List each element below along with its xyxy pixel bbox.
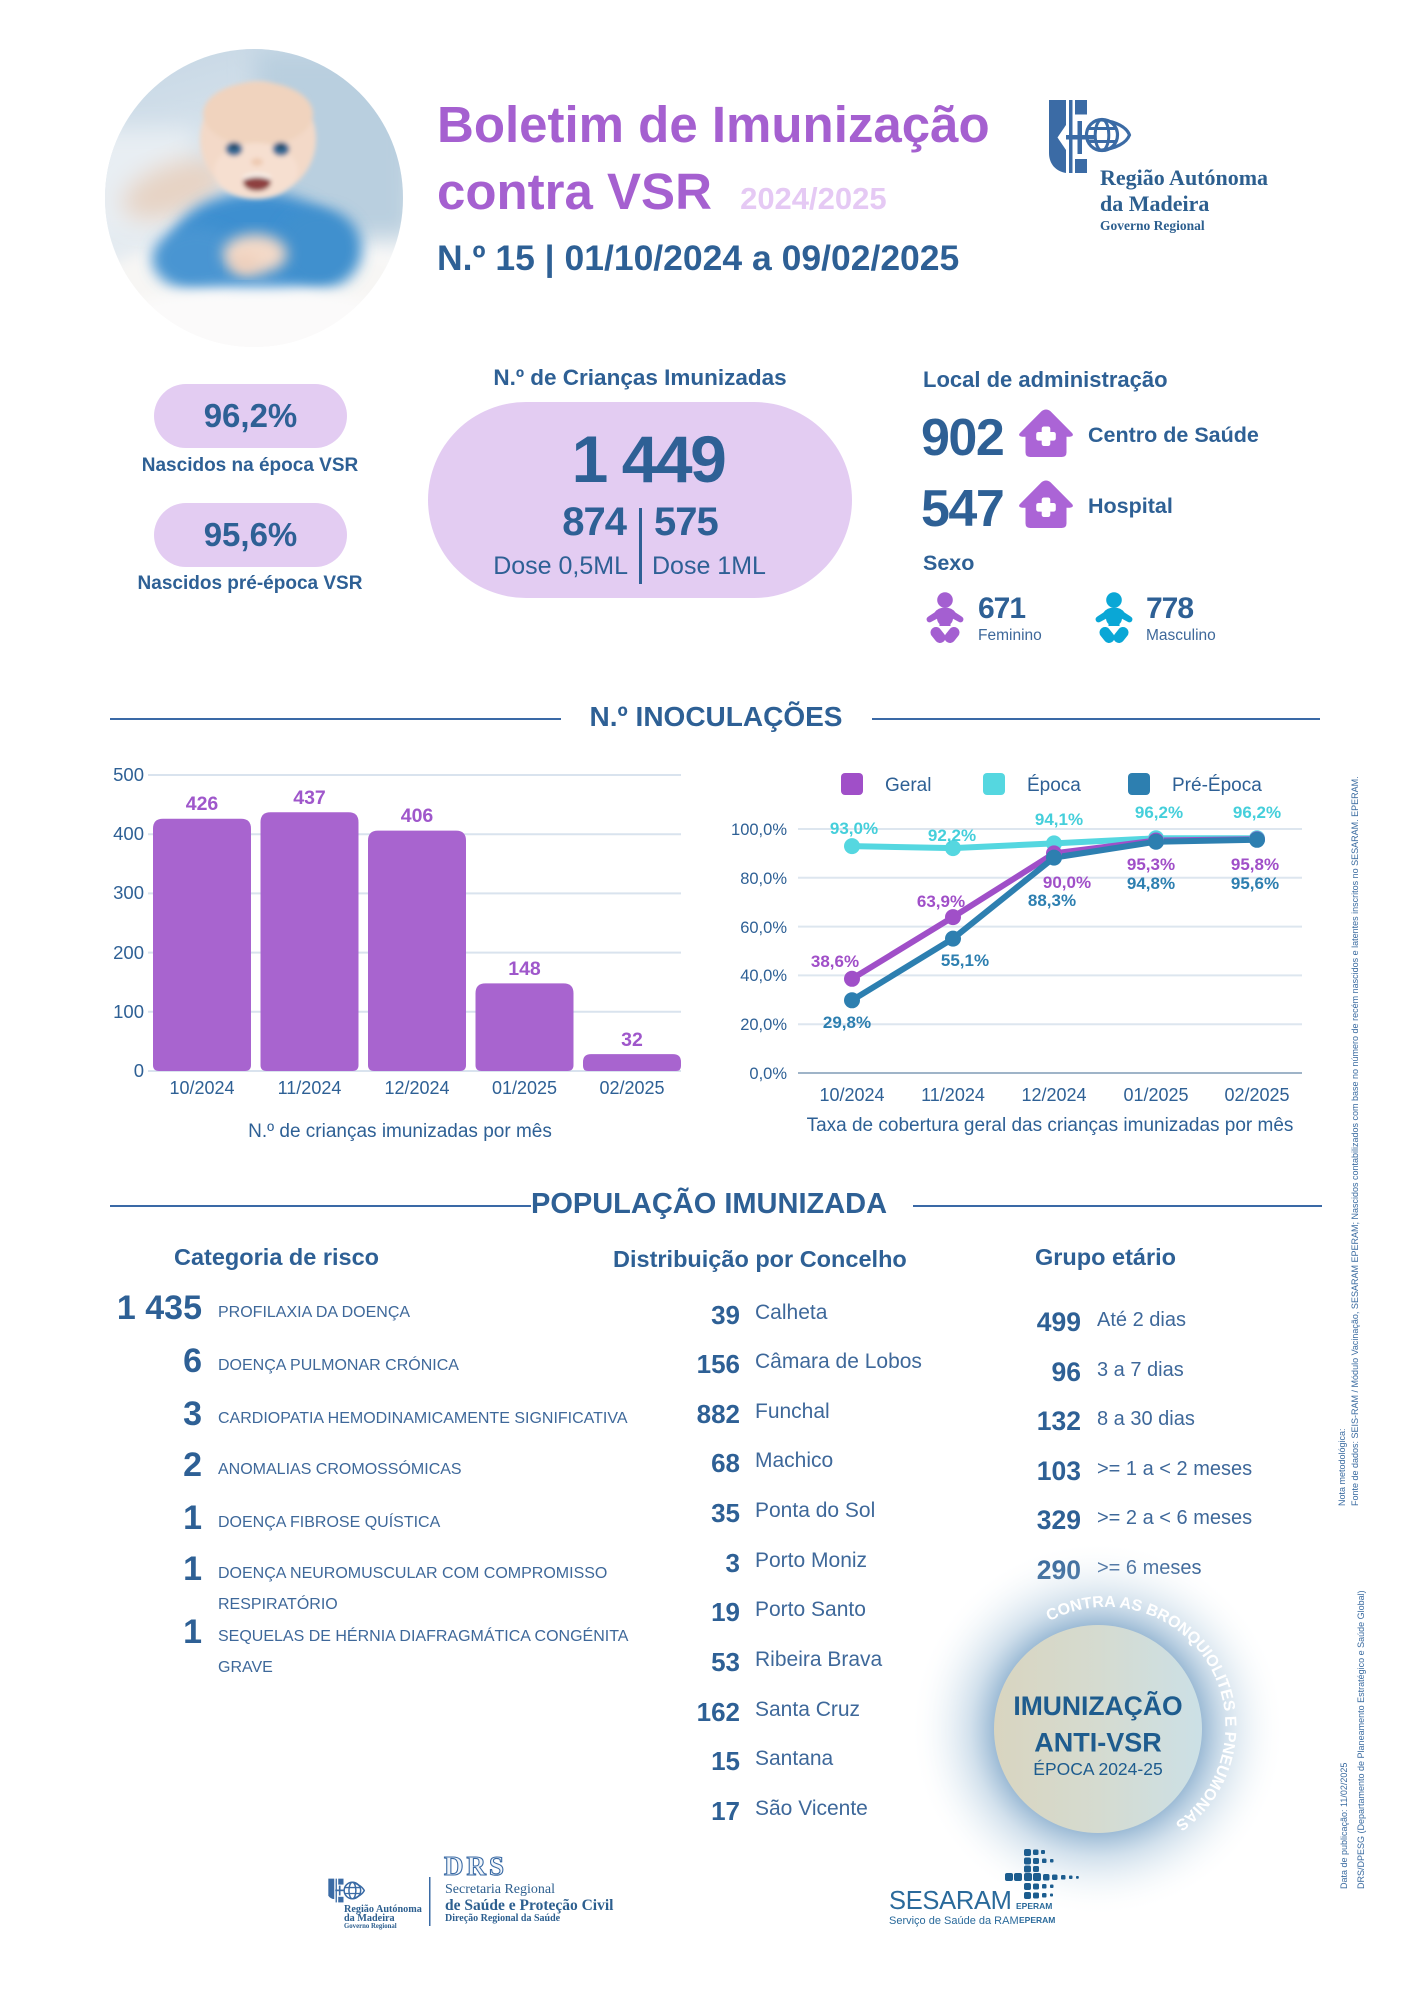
svg-text:300: 300 bbox=[113, 882, 144, 903]
svg-text:Região Autónoma: Região Autónoma bbox=[344, 1904, 422, 1915]
svg-text:200: 200 bbox=[113, 942, 144, 963]
svg-text:40,0%: 40,0% bbox=[740, 967, 787, 985]
svg-text:20,0%: 20,0% bbox=[740, 1016, 787, 1034]
svg-text:10/2024: 10/2024 bbox=[169, 1078, 234, 1098]
svg-text:01/2025: 01/2025 bbox=[1123, 1085, 1188, 1105]
svg-text:DRS: DRS bbox=[444, 1851, 507, 1881]
svg-text:Direção Regional da Saúde: Direção Regional da Saúde bbox=[445, 1913, 561, 1924]
svg-text:92,2%: 92,2% bbox=[928, 826, 976, 845]
svg-text:500: 500 bbox=[113, 764, 144, 785]
svg-text:80,0%: 80,0% bbox=[740, 870, 787, 888]
svg-text:90,0%: 90,0% bbox=[1043, 873, 1091, 892]
svg-text:11/2024: 11/2024 bbox=[921, 1085, 985, 1105]
svg-text:32: 32 bbox=[621, 1029, 643, 1051]
svg-text:Pré-Época: Pré-Época bbox=[1172, 775, 1262, 796]
svg-text:95,6%: 95,6% bbox=[1231, 874, 1279, 893]
svg-text:96,2%: 96,2% bbox=[1135, 803, 1183, 822]
svg-text:93,0%: 93,0% bbox=[830, 819, 878, 838]
svg-text:Governo Regional: Governo Regional bbox=[1100, 218, 1205, 233]
svg-text:0,0%: 0,0% bbox=[749, 1065, 787, 1083]
svg-text:10/2024: 10/2024 bbox=[819, 1085, 884, 1105]
svg-text:88,3%: 88,3% bbox=[1028, 891, 1076, 910]
svg-text:426: 426 bbox=[186, 793, 219, 815]
svg-text:01/2025: 01/2025 bbox=[492, 1078, 557, 1098]
svg-text:Região Autónoma: Região Autónoma bbox=[1100, 165, 1268, 190]
svg-text:EPERAM: EPERAM bbox=[1016, 1901, 1052, 1911]
svg-text:148: 148 bbox=[508, 958, 541, 980]
svg-text:55,1%: 55,1% bbox=[941, 951, 989, 970]
svg-text:400: 400 bbox=[113, 823, 144, 844]
svg-text:29,8%: 29,8% bbox=[823, 1013, 871, 1032]
svg-text:100: 100 bbox=[113, 1001, 144, 1022]
svg-text:11/2024: 11/2024 bbox=[278, 1078, 342, 1098]
svg-text:96,2%: 96,2% bbox=[1233, 803, 1281, 822]
svg-text:437: 437 bbox=[293, 787, 326, 809]
svg-text:de Saúde e Proteção Civil: de Saúde e Proteção Civil bbox=[445, 1897, 614, 1914]
svg-text:02/2025: 02/2025 bbox=[1224, 1085, 1289, 1105]
svg-text:ANTI-VSR: ANTI-VSR bbox=[1034, 1728, 1162, 1758]
svg-text:Secretaria Regional: Secretaria Regional bbox=[445, 1882, 555, 1897]
svg-text:02/2025: 02/2025 bbox=[599, 1078, 664, 1098]
svg-text:95,8%: 95,8% bbox=[1231, 855, 1279, 874]
svg-text:EPERAM: EPERAM bbox=[1019, 1915, 1055, 1925]
svg-text:IMUNIZAÇÃO: IMUNIZAÇÃO bbox=[1013, 1691, 1182, 1721]
svg-text:38,6%: 38,6% bbox=[811, 952, 859, 971]
svg-text:da Madeira: da Madeira bbox=[1100, 191, 1209, 216]
svg-text:95,3%: 95,3% bbox=[1127, 855, 1175, 874]
svg-text:63,9%: 63,9% bbox=[917, 892, 965, 911]
svg-text:12/2024: 12/2024 bbox=[1021, 1085, 1086, 1105]
svg-text:Época: Época bbox=[1027, 775, 1081, 796]
svg-text:0: 0 bbox=[134, 1060, 144, 1081]
svg-text:ÉPOCA 2024-25: ÉPOCA 2024-25 bbox=[1033, 1759, 1162, 1779]
svg-text:Geral: Geral bbox=[885, 775, 931, 796]
svg-text:Serviço de Saúde da RAM: Serviço de Saúde da RAM bbox=[889, 1915, 1019, 1927]
svg-text:da Madeira: da Madeira bbox=[344, 1913, 395, 1924]
svg-text:94,1%: 94,1% bbox=[1035, 810, 1083, 829]
svg-text:SESARAM: SESARAM bbox=[889, 1887, 1012, 1915]
svg-text:94,8%: 94,8% bbox=[1127, 874, 1175, 893]
svg-text:100,0%: 100,0% bbox=[731, 821, 787, 839]
svg-text:Governo Regional: Governo Regional bbox=[344, 1923, 397, 1930]
svg-text:60,0%: 60,0% bbox=[740, 919, 787, 937]
svg-text:12/2024: 12/2024 bbox=[384, 1078, 449, 1098]
svg-text:406: 406 bbox=[401, 805, 434, 827]
